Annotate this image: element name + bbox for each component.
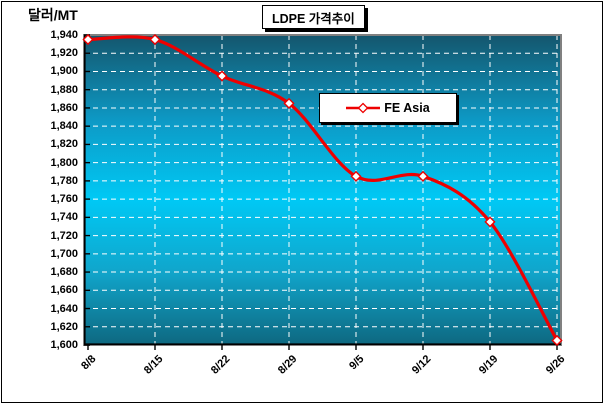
y-axis-title: 달러/MT: [28, 7, 78, 23]
y-axis-tick-label: 1,940: [50, 29, 78, 41]
chart-title-box: LDPE 가격추이: [262, 5, 365, 29]
x-axis-tick-label: 8/15: [141, 353, 166, 377]
y-axis-tick-label: 1,760: [50, 193, 78, 206]
x-axis-tick-label: 9/26: [543, 353, 568, 377]
x-axis-tick-label: 8/8: [79, 353, 99, 373]
y-axis-tick-label: 1,780: [50, 174, 78, 187]
legend-series-marker-icon: [346, 102, 381, 114]
y-axis-tick-label: 1,680: [50, 266, 78, 279]
chart-title: LDPE 가격추이: [272, 11, 355, 26]
x-axis-tick-label: 9/19: [476, 353, 501, 377]
plot-area: [82, 33, 563, 350]
y-axis-tick-label: 1,600: [50, 339, 78, 351]
y-axis-tick-label: 1,860: [50, 101, 78, 114]
legend: FE Asia: [319, 93, 457, 123]
x-axis-tick-label: 8/29: [275, 353, 300, 377]
y-axis-tick-label: 1,660: [50, 284, 78, 297]
y-axis-tick-label: 1,700: [50, 247, 78, 260]
x-axis-tick-label: 9/12: [409, 353, 434, 377]
y-axis-tick-label: 1,640: [50, 302, 78, 315]
y-axis-tick-label: 1,740: [50, 211, 78, 224]
y-axis-tick-label: 1,800: [50, 156, 78, 169]
y-axis-tick-label: 1,900: [50, 65, 78, 78]
y-axis-tick-label: 1,620: [50, 320, 78, 333]
x-axis-tick-label: 9/5: [347, 353, 367, 373]
legend-label: FE Asia: [384, 101, 430, 115]
y-axis-tick-label: 1,720: [50, 229, 78, 242]
y-axis-tick-label: 1,920: [50, 47, 78, 60]
y-axis-tick-label: 1,840: [50, 120, 78, 133]
y-axis-tick-label: 1,880: [50, 83, 78, 96]
plot-canvas: [82, 33, 563, 350]
x-axis-tick-label: 8/22: [208, 353, 233, 377]
y-axis-tick-label: 1,820: [50, 138, 78, 151]
